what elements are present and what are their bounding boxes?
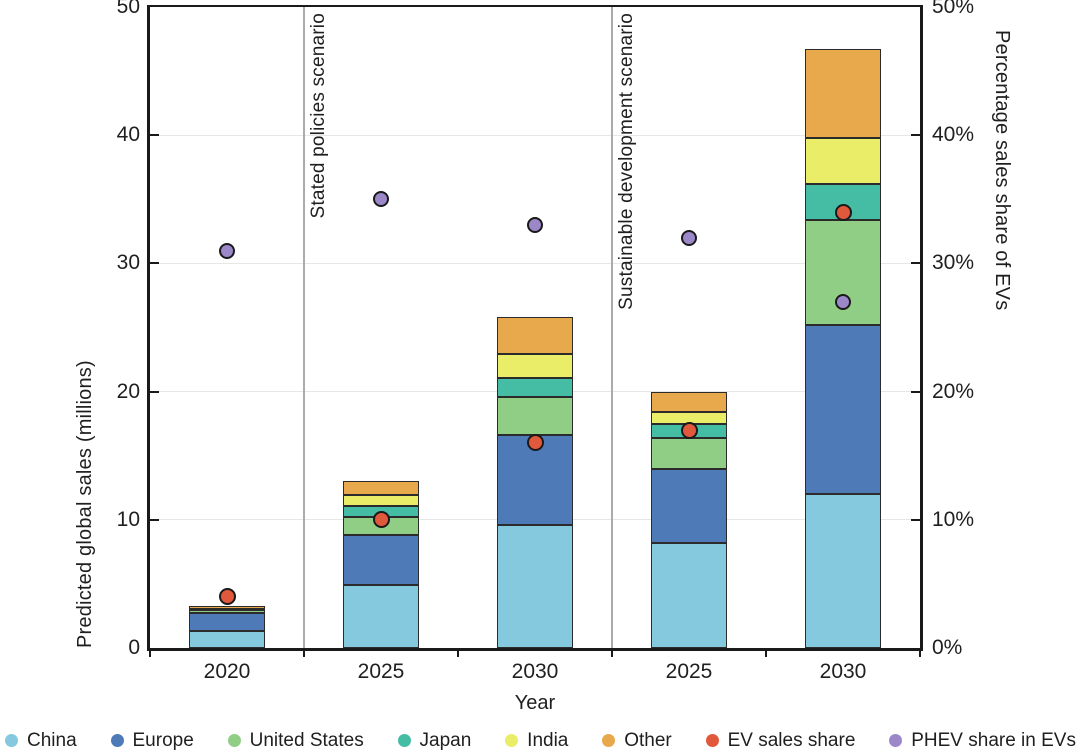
left-axis-tick: [150, 390, 159, 393]
legend-swatch: [397, 734, 411, 747]
phev-share-in-evs-marker: [373, 191, 389, 208]
bar-segment-other: [343, 481, 419, 496]
right-tick-label: 30%: [932, 251, 975, 275]
ev-sales-share-marker: [680, 421, 698, 439]
scenario-separator: [611, 7, 613, 648]
left-tick-label: 30: [116, 251, 140, 275]
legend-item-india: India: [505, 730, 568, 752]
legend-swatch: [227, 734, 241, 747]
legend-item-other: Other: [602, 730, 672, 752]
left-tick-label: 50: [116, 0, 140, 18]
legend-label: Japan: [419, 729, 472, 751]
bar-segment-europe: [189, 613, 265, 632]
right-tick-label: 50%: [932, 0, 975, 18]
legend-item-ev-sales-share: EV sales share: [705, 729, 856, 752]
legend-label: PHEV share in EVs: [911, 729, 1076, 751]
ev-sales-share-marker: [834, 203, 852, 221]
bar-segment-china: [343, 585, 419, 648]
right-tick-label: 0%: [932, 636, 963, 659]
bar-segment-india: [343, 495, 419, 506]
phev-share-in-evs-marker: [219, 242, 235, 259]
legend-swatch: [110, 734, 124, 747]
left-axis-tick: [150, 262, 159, 265]
legend: China Europe United States Japan India Other E…: [5, 727, 1076, 754]
legend-swatch: [705, 734, 719, 747]
legend-item-japan: Japan: [397, 729, 472, 752]
x-tick-label: 2025: [665, 660, 713, 683]
bar-segment-india: [805, 137, 881, 184]
bar-segment-china: [805, 494, 881, 648]
right-tick-label: 40%: [932, 123, 975, 147]
right-tick-label: 20%: [932, 379, 975, 403]
left-axis-title: Predicted global sales (millions): [74, 360, 96, 648]
ev-sales-share-marker: [218, 588, 236, 606]
legend-swatch: [5, 734, 18, 747]
bar-segment-india: [497, 354, 573, 378]
legend-item-europe: Europe: [110, 729, 194, 752]
legend-item-china: China: [5, 730, 77, 752]
bar-segment-china: [651, 542, 727, 648]
gridline: [150, 134, 920, 136]
legend-item-phev-share-in-evs: PHEV share in EVs: [889, 730, 1076, 752]
right-axis-tick: [911, 134, 920, 137]
left-tick-label: 40: [116, 123, 140, 147]
legend-label: China: [27, 729, 77, 751]
legend-label: Europe: [132, 729, 194, 751]
left-axis-tick: [150, 134, 159, 137]
phev-share-in-evs-marker: [681, 229, 697, 246]
x-axis-tick: [765, 648, 767, 657]
bar-segment-united-states: [651, 437, 727, 469]
legend-swatch: [505, 734, 519, 747]
x-axis-tick: [919, 648, 921, 657]
x-tick-label: 2030: [511, 660, 559, 683]
bar-segment-china: [497, 524, 573, 648]
phev-share-in-evs-marker: [527, 216, 543, 233]
legend-label: United States: [249, 729, 364, 751]
bar-segment-other: [805, 49, 881, 138]
legend-label: India: [527, 729, 569, 751]
right-axis-tick: [911, 390, 920, 393]
plot-area: [150, 7, 920, 648]
x-tick-label: 2030: [819, 660, 867, 683]
x-axis-tick: [303, 648, 305, 657]
left-tick-label: 10: [116, 507, 140, 531]
scenario-label-sustainable-development: Sustainable development scenario: [616, 13, 637, 310]
left-tick-label: 20: [116, 379, 140, 403]
bar-segment-united-states: [497, 396, 573, 436]
right-axis-tick: [911, 518, 920, 521]
x-tick-label: 2025: [357, 660, 405, 683]
phev-share-in-evs-marker: [835, 293, 851, 310]
bar-segment-other: [189, 606, 265, 609]
x-axis-title: Year: [514, 692, 556, 714]
bar-segment-other: [651, 391, 727, 413]
bar-segment-europe: [805, 324, 881, 495]
x-axis-tick: [611, 648, 613, 657]
x-axis-tick: [149, 648, 151, 657]
x-tick-label: 2020: [203, 660, 251, 683]
bar-segment-europe: [343, 535, 419, 586]
bar-segment-other: [497, 317, 573, 355]
gridline: [150, 262, 920, 264]
right-axis-tick: [911, 262, 920, 265]
bar-segment-europe: [651, 468, 727, 543]
left-axis-tick: [150, 518, 159, 521]
right-tick-label: 10%: [932, 507, 975, 531]
left-tick-label: 0: [128, 636, 140, 659]
right-axis-title: Percentage sales share of EVs: [991, 30, 1013, 311]
ev-sales-share-marker: [372, 511, 390, 529]
scenario-label-stated-policies: Stated policies scenario: [308, 13, 329, 219]
legend-swatch: [602, 734, 616, 747]
bar-segment-united-states: [189, 610, 265, 614]
legend-swatch: [889, 734, 903, 747]
legend-label: Other: [624, 729, 672, 751]
x-axis-tick: [457, 648, 459, 657]
ev-sales-share-marker: [526, 434, 544, 452]
bar-segment-china: [189, 631, 265, 648]
legend-label: EV sales share: [727, 729, 856, 751]
bar-segment-japan: [497, 377, 573, 397]
scenario-separator: [303, 7, 305, 648]
legend-item-united-states: United States: [227, 729, 364, 752]
